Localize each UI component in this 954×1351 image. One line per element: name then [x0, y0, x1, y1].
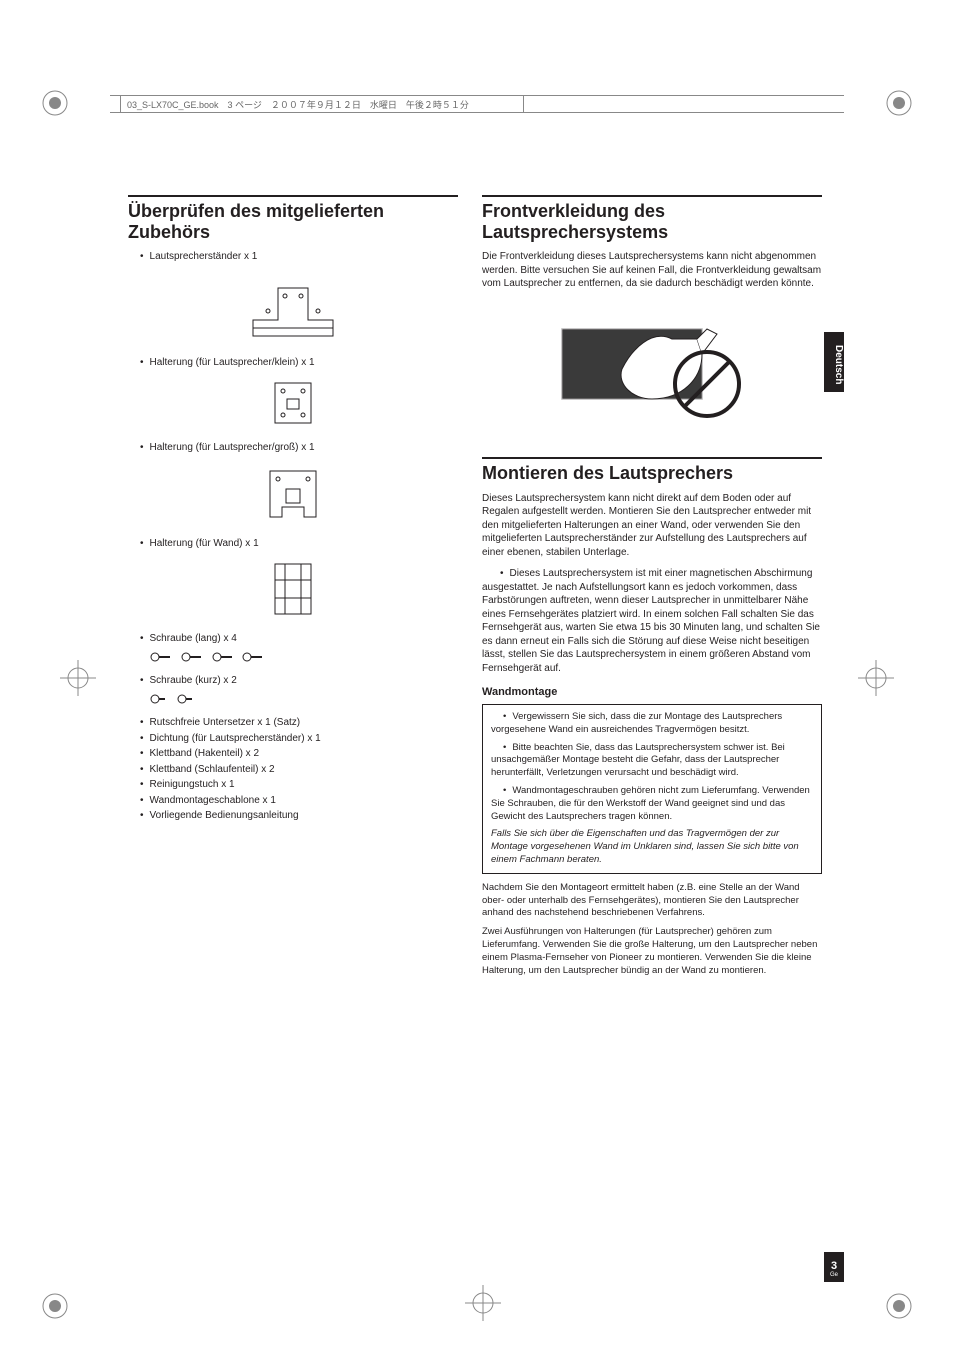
do-not-remove-grille-figure [482, 299, 822, 439]
page-lang-code: Ge [824, 1272, 844, 1279]
warning-italic-note: Falls Sie sich über die Eigenschaften un… [491, 828, 813, 866]
wall-bracket-figure [128, 554, 458, 624]
crop-mark-icon [884, 88, 914, 118]
wall-mount-warnings: Vergewissern Sie sich, dass die zur Mont… [482, 704, 822, 874]
registration-mark-icon [465, 1285, 501, 1321]
accessory-item: Schraube (kurz) x 2 [128, 674, 458, 688]
accessory-item: Halterung (für Lautsprecher/klein) x 1 [128, 356, 458, 370]
accessory-item: Lautsprecherständer x 1 [128, 250, 458, 264]
page-number: 3 [831, 1260, 837, 1272]
right-column: Frontverkleidung des Lautsprechersystems… [482, 195, 822, 984]
registration-mark-icon [60, 660, 96, 696]
bracket-large-figure [128, 459, 458, 529]
mounting-heading: Montieren des Lautsprechers [482, 457, 822, 484]
screw-icon [212, 650, 234, 664]
screw-long-figure [150, 650, 458, 669]
accessory-item: Dichtung (für Lautsprecherständer) x 1 [128, 732, 458, 746]
accessory-item: Vorliegende Bedienungsanleitung [128, 809, 458, 823]
accessory-item: Rutschfreie Untersetzer x 1 (Satz) [128, 716, 458, 730]
screw-icon [177, 692, 195, 706]
bracket-small-figure [128, 373, 458, 433]
accessory-item: Halterung (für Lautsprecher/groß) x 1 [128, 441, 458, 455]
screw-icon [181, 650, 203, 664]
crop-mark-icon [884, 1291, 914, 1321]
accessory-item: Klettband (Schlaufenteil) x 2 [128, 763, 458, 777]
header-filename: 03_S-LX70C_GE.book 3 ページ ２００７年９月１２日 水曜日 … [120, 95, 524, 113]
screw-short-figure [150, 692, 458, 711]
front-grille-intro: Die Frontverkleidung dieses Lautsprecher… [482, 250, 822, 291]
left-column: Überprüfen des mitgelieferten Zubehörs L… [128, 195, 458, 984]
accessory-item: Klettband (Hakenteil) x 2 [128, 747, 458, 761]
crop-mark-icon [40, 88, 70, 118]
wall-mount-subheading: Wandmontage [482, 685, 822, 700]
accessories-heading: Überprüfen des mitgelieferten Zubehörs [128, 195, 458, 242]
warning-item: Bitte beachten Sie, dass das Lautspreche… [491, 742, 813, 780]
speaker-stand-figure [128, 268, 458, 348]
front-grille-heading: Frontverkleidung des Lautsprechersystems [482, 195, 822, 242]
accessory-item: Schraube (lang) x 4 [128, 632, 458, 646]
screw-icon [242, 650, 264, 664]
warning-item: Wandmontageschrauben gehören nicht zum L… [491, 785, 813, 823]
screw-icon [150, 692, 168, 706]
page-number-tab: 3 Ge [824, 1252, 844, 1282]
crop-mark-icon [40, 1291, 70, 1321]
warning-item: Vergewissern Sie sich, dass die zur Mont… [491, 711, 813, 737]
accessory-item: Halterung (für Wand) x 1 [128, 537, 458, 551]
bracket-selection-text: Zwei Ausführungen von Halterungen (für L… [482, 926, 822, 977]
registration-mark-icon [858, 660, 894, 696]
screw-icon [150, 650, 172, 664]
mounting-procedure-text: Nachdem Sie den Montageort ermittelt hab… [482, 882, 822, 920]
page-content: Überprüfen des mitgelieferten Zubehörs L… [128, 195, 828, 984]
accessory-item: Reinigungstuch x 1 [128, 778, 458, 792]
mounting-intro: Dieses Lautsprechersystem kann nicht dir… [482, 492, 822, 560]
accessory-item: Wandmontageschablone x 1 [128, 794, 458, 808]
mounting-note: Dieses Lautsprechersystem ist mit einer … [482, 567, 822, 675]
